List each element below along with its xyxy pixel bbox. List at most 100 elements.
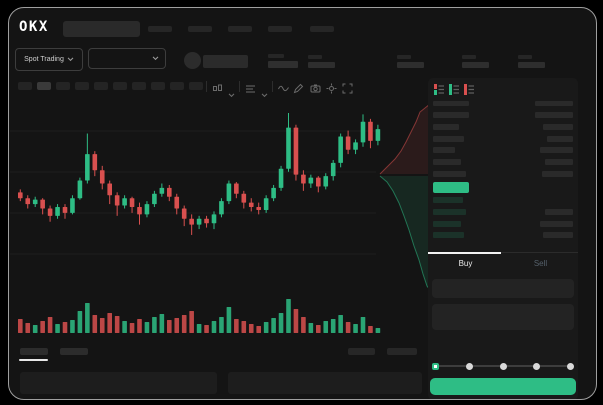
chart-bottom-button[interactable] — [387, 348, 417, 355]
candle[interactable] — [345, 136, 351, 150]
candle[interactable] — [271, 187, 276, 199]
candle[interactable] — [308, 177, 314, 184]
timeframe-button[interactable] — [94, 82, 108, 90]
book-bids-icon[interactable] — [449, 82, 460, 95]
timeframe-button[interactable] — [56, 82, 70, 90]
candle[interactable] — [234, 183, 239, 194]
candle[interactable] — [77, 180, 83, 199]
chart-bottom-button[interactable] — [348, 348, 375, 355]
candle[interactable] — [129, 198, 135, 208]
nav-item[interactable] — [188, 26, 212, 32]
camera-icon[interactable] — [310, 81, 321, 93]
timeframe-button[interactable] — [132, 82, 146, 90]
candle[interactable] — [99, 170, 105, 184]
candle[interactable] — [159, 187, 165, 194]
candle[interactable] — [211, 214, 217, 224]
candle[interactable] — [174, 196, 180, 209]
search-input[interactable] — [63, 21, 140, 37]
timeframe-button[interactable] — [113, 82, 127, 90]
book-both-icon[interactable] — [434, 82, 445, 95]
candle[interactable] — [152, 193, 157, 205]
chevron-down-icon[interactable] — [261, 85, 268, 103]
timeframe-button[interactable] — [75, 82, 89, 90]
amount-input[interactable] — [432, 304, 574, 330]
candle[interactable] — [226, 183, 232, 202]
fullscreen-icon[interactable] — [342, 81, 353, 94]
bid-price-row[interactable] — [433, 208, 466, 215]
amount-slider[interactable] — [432, 360, 574, 372]
bid-amount-row[interactable] — [545, 208, 573, 215]
slider-stop[interactable] — [499, 362, 507, 370]
candle[interactable] — [375, 129, 381, 141]
candle[interactable] — [144, 204, 150, 215]
candle[interactable] — [263, 198, 269, 210]
candle[interactable] — [181, 208, 187, 219]
indicator-icon[interactable] — [212, 81, 223, 92]
slider-stop[interactable] — [533, 362, 541, 370]
candle[interactable] — [241, 193, 247, 203]
timeframe-button[interactable] — [151, 82, 165, 90]
candle[interactable] — [248, 202, 254, 208]
candle[interactable] — [293, 127, 299, 175]
candle[interactable] — [301, 174, 306, 184]
ask-price-row[interactable] — [433, 112, 469, 118]
tab-sell[interactable]: Sell — [533, 258, 548, 268]
timeframe-button[interactable] — [189, 82, 203, 90]
slider-stop[interactable] — [567, 362, 574, 370]
candle[interactable] — [219, 201, 224, 215]
pair-dropdown[interactable] — [88, 48, 166, 69]
wave-icon[interactable] — [278, 81, 289, 92]
price-input[interactable] — [432, 279, 574, 298]
timeframe-button[interactable] — [170, 82, 184, 90]
market-type-selector[interactable]: Spot Trading — [15, 48, 83, 71]
nav-item[interactable] — [310, 26, 334, 32]
nav-item[interactable] — [268, 26, 292, 32]
slider-stop[interactable] — [432, 362, 439, 370]
chart-bottom-tab[interactable] — [20, 348, 48, 355]
bid-price-row[interactable] — [433, 197, 463, 203]
settings-icon[interactable] — [326, 81, 337, 94]
ask-amount-row[interactable] — [540, 147, 573, 154]
slider-stop[interactable] — [465, 362, 473, 370]
candle[interactable] — [70, 198, 75, 213]
ask-price-row[interactable] — [433, 123, 459, 130]
candle[interactable] — [189, 218, 194, 225]
candle[interactable] — [85, 154, 90, 181]
chart-bottom-tab[interactable] — [60, 348, 88, 355]
bid-amount-row[interactable] — [543, 232, 573, 239]
candle[interactable] — [122, 198, 127, 206]
book-asks-icon[interactable] — [464, 82, 475, 95]
candle[interactable] — [137, 207, 142, 215]
candle[interactable] — [278, 168, 284, 188]
ask-price-row[interactable] — [433, 135, 464, 142]
display-icon[interactable] — [245, 81, 256, 93]
tab-buy[interactable]: Buy — [458, 258, 473, 268]
ask-amount-row[interactable] — [535, 112, 573, 118]
nav-item[interactable] — [148, 26, 172, 32]
candle[interactable] — [353, 142, 358, 150]
ask-amount-row[interactable] — [542, 171, 573, 177]
candle[interactable] — [92, 154, 98, 171]
candle[interactable] — [25, 198, 31, 205]
candle[interactable] — [323, 176, 329, 187]
candle[interactable] — [360, 121, 366, 143]
candle[interactable] — [114, 195, 120, 206]
bid-price-row[interactable] — [433, 220, 461, 227]
candle[interactable] — [107, 183, 112, 196]
okx-logo[interactable]: OKX — [19, 19, 49, 35]
ask-price-row[interactable] — [433, 171, 466, 177]
ask-amount-row[interactable] — [545, 159, 573, 166]
candle[interactable] — [18, 192, 23, 199]
candle[interactable] — [47, 208, 53, 216]
candle[interactable] — [196, 218, 202, 225]
candle[interactable] — [55, 207, 60, 216]
timeframe-button[interactable] — [18, 82, 32, 90]
bid-amount-row[interactable] — [540, 220, 573, 227]
candle[interactable] — [286, 127, 291, 169]
candle[interactable] — [32, 199, 38, 205]
candle[interactable] — [204, 218, 209, 224]
candle[interactable] — [338, 136, 343, 163]
ask-amount-row[interactable] — [543, 123, 573, 130]
candle[interactable] — [40, 199, 45, 209]
candle[interactable] — [330, 162, 336, 177]
